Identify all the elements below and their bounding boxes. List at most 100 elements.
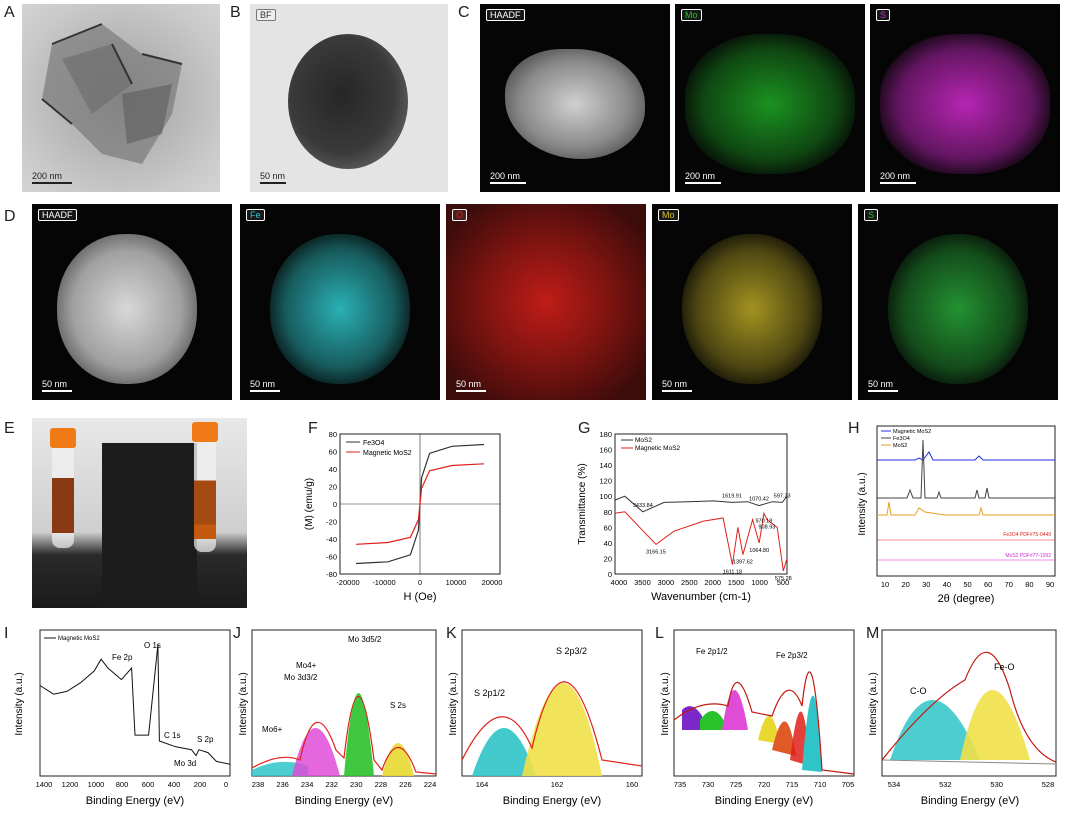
- tick-label: 80: [329, 430, 337, 439]
- series-magnetic-mos2: [614, 511, 788, 572]
- chart-i: Magnetic MoS2 Fe 2p O 1s C 1s S 2p Mo 3d…: [14, 629, 231, 807]
- tick-label: 3000: [658, 578, 675, 587]
- chart-j: Mo4+ Mo 3d5/2 Mo 3d3/2 S 2s Mo6+ 238 236 2…: [238, 629, 437, 807]
- fit-fe2p32a: [772, 721, 796, 756]
- tick-label: -20: [326, 518, 337, 527]
- tick-label: 120: [599, 477, 612, 486]
- legend-mos2: MoS2: [635, 437, 652, 444]
- panel-label-k: K: [446, 625, 457, 642]
- panel-d-haadf: HAADF 50 nm: [32, 204, 232, 400]
- tick-label: 20: [901, 580, 909, 589]
- scale-bar: 50 nm: [250, 379, 280, 392]
- fit-fe2p12a: [700, 711, 728, 730]
- y-axis-label: Intensity (a.u.): [448, 672, 459, 735]
- scale-bar: 50 nm: [456, 379, 486, 392]
- tick-label: 70: [1005, 580, 1013, 589]
- panel-c-mo-map: Mo 200 nm: [675, 4, 865, 192]
- scale-bar: 50 nm: [260, 171, 286, 184]
- tick-label: 1400: [36, 780, 53, 789]
- tick-label: 234: [301, 780, 314, 789]
- x-axis-label: H (Oe): [404, 591, 437, 603]
- tick-label: 224: [424, 780, 437, 789]
- panel-tag: HAADF: [486, 9, 525, 21]
- x-axis-label: Wavenumber (cm-1): [651, 591, 751, 603]
- panel-d-s-map: S 50 nm: [858, 204, 1058, 400]
- panel-tag: O: [452, 209, 468, 221]
- tick-label: 162: [551, 780, 564, 789]
- series-magnetic-mos2: [355, 463, 485, 545]
- panel-tag: S: [876, 9, 891, 21]
- tick-label: 1500: [728, 578, 745, 587]
- tick-label: -20000: [336, 578, 359, 587]
- tick-label: 10: [881, 580, 889, 589]
- y-axis-label: Intensity (a.u.): [857, 472, 868, 535]
- peak-annotation: 3166.15: [646, 549, 666, 555]
- tick-label: 0: [608, 570, 612, 579]
- panel-tag: S: [864, 209, 879, 221]
- legend-magnetic-mos2: Magnetic MoS2: [363, 450, 412, 457]
- tick-label: 140: [599, 461, 612, 470]
- tick-label: 20: [329, 483, 337, 492]
- tick-label: 180: [599, 430, 612, 439]
- tick-label: 720: [758, 780, 771, 789]
- peak-annotation: 908.93: [758, 525, 775, 531]
- panel-tag: BF: [256, 9, 276, 21]
- panel-label-c: C: [458, 4, 470, 21]
- legend-magnetic-mos2: Magnetic MoS2: [635, 445, 681, 452]
- tick-label: 20000: [482, 578, 503, 587]
- peak-annotation: 575.28: [775, 576, 792, 582]
- tick-label: 230: [350, 780, 363, 789]
- xrd-mos2: [877, 501, 1055, 516]
- x-axis-label: Binding Energy (eV): [921, 795, 1019, 807]
- tick-label: 10000: [446, 578, 467, 587]
- legend-fe3o4: Fe3O4: [363, 440, 385, 447]
- tick-label: 534: [888, 780, 901, 789]
- panel-c-s-map: S 200 nm: [870, 4, 1060, 192]
- tick-label: 0: [224, 780, 228, 789]
- tick-label: -10000: [372, 578, 395, 587]
- scale-bar: 50 nm: [868, 379, 898, 392]
- panel-tag: HAADF: [38, 209, 77, 221]
- legend-magnetic-mos2: Magnetic MoS2: [58, 636, 100, 642]
- tick-label: -80: [326, 570, 337, 579]
- panel-label-j: J: [233, 625, 241, 642]
- scale-bar: 200 nm: [685, 171, 721, 184]
- tick-label: 40: [329, 465, 337, 474]
- legend-magnetic-mos2: Magnetic MoS2: [893, 429, 931, 435]
- peak-c1s: C 1s: [164, 731, 180, 740]
- tick-label: 735: [674, 780, 687, 789]
- peak-mo4: Mo4+: [296, 661, 317, 670]
- tick-label: 226: [399, 780, 412, 789]
- panel-c-haadf: HAADF 200 nm: [480, 4, 670, 192]
- fit-mo3d32: [292, 728, 340, 776]
- tick-label: -60: [326, 553, 337, 562]
- scale-bar: 200 nm: [490, 171, 526, 184]
- tick-label: 1000: [88, 780, 105, 789]
- tick-label: 90: [1046, 580, 1054, 589]
- peak-fe2p: Fe 2p: [112, 653, 133, 662]
- peak-annotation: 3433.84: [633, 503, 653, 509]
- tick-label: 730: [702, 780, 715, 789]
- y-axis-label: (M) (emu/g): [304, 478, 315, 530]
- x-axis-label: Binding Energy (eV): [715, 795, 813, 807]
- legend-mos2: MoS2: [893, 443, 907, 449]
- scale-bar: 50 nm: [42, 379, 72, 392]
- tick-label: 80: [1025, 580, 1033, 589]
- series-magnetic-mos2: [39, 644, 231, 765]
- panel-label-e: E: [4, 420, 15, 437]
- chart-m: C-O Fe-O 534 532 530 528 Binding Energy (eV…: [868, 629, 1057, 807]
- series-mos2: [614, 495, 788, 513]
- y-axis-label: Intensity (a.u.): [14, 672, 25, 735]
- tick-label: 528: [1042, 780, 1055, 789]
- panel-label-a: A: [4, 4, 15, 21]
- chart-l: Fe 2p1/2 Fe 2p3/2 735 730 725 720 715 710 705 …: [660, 629, 855, 807]
- tick-label: 800: [116, 780, 129, 789]
- peak-annotation: 970.18: [755, 518, 772, 524]
- fit-s2p12: [472, 728, 536, 776]
- peak-fe2p32: Fe 2p3/2: [776, 651, 808, 660]
- peak-mo3d: Mo 3d: [174, 759, 196, 768]
- peak-s2p12: S 2p1/2: [474, 688, 505, 698]
- tick-label: 4000: [611, 578, 628, 587]
- x-axis-label: Binding Energy (eV): [86, 795, 184, 807]
- panel-label-b: B: [230, 4, 241, 21]
